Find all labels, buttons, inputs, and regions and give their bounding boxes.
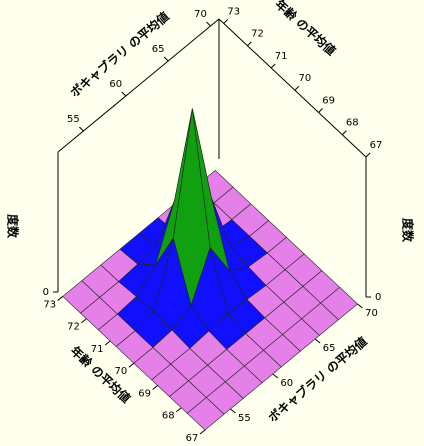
x-tick-label: 72: [67, 322, 80, 333]
axis-title: 年齢 の平均値: [272, 0, 339, 58]
axis-title: 度数: [6, 214, 21, 239]
x-tick-label: 68: [162, 411, 175, 422]
y-tick: [230, 408, 236, 414]
x-tick: [294, 85, 300, 91]
y-tick-label: 70: [365, 308, 378, 319]
y-tick: [314, 338, 321, 344]
surface-cell: [186, 397, 225, 431]
y-tick: [121, 91, 127, 97]
x-tick: [270, 63, 276, 69]
y-tick-label: 55: [67, 114, 80, 125]
x-tick-label: 73: [227, 6, 240, 17]
box-edge: [57, 18, 220, 153]
x-tick: [128, 362, 135, 368]
x-tick: [318, 108, 323, 113]
x-tick: [175, 407, 182, 413]
z-tick-label: 0: [375, 292, 381, 303]
y-tick: [206, 21, 211, 27]
x-tick: [341, 130, 347, 136]
x-tick-label: 69: [138, 388, 151, 399]
x-tick: [152, 385, 158, 390]
y-tick: [357, 303, 363, 309]
x-tick: [81, 318, 87, 324]
y-tick-label: 65: [323, 343, 336, 354]
x-tick-label: 67: [186, 433, 199, 444]
x-tick: [199, 429, 206, 435]
x-tick: [223, 19, 229, 24]
x-tick-label: 71: [275, 51, 288, 62]
y-tick-label: 60: [109, 79, 122, 90]
x-tick-label: 73: [43, 299, 56, 310]
x-tick-label: 67: [370, 140, 383, 151]
x-tick-label: 70: [115, 366, 128, 377]
x-tick: [247, 41, 252, 47]
x-tick: [57, 296, 64, 301]
y-tick: [272, 373, 279, 379]
x-tick: [104, 340, 111, 346]
y-tick-label: 70: [194, 9, 207, 20]
x-tick-label: 69: [322, 95, 335, 106]
z-tick-label: 0: [43, 287, 49, 298]
x-tick-label: 71: [91, 344, 104, 355]
y-tick: [79, 126, 84, 132]
y-tick-label: 55: [238, 413, 251, 424]
x-tick-label: 68: [346, 118, 359, 129]
axis-title: 度数: [401, 218, 416, 243]
y-tick-label: 65: [152, 44, 165, 55]
y-tick-label: 60: [280, 378, 293, 389]
x-tick: [365, 152, 371, 158]
x-tick-label: 70: [299, 73, 312, 84]
y-tick: [163, 56, 169, 62]
x-tick-label: 72: [251, 29, 264, 40]
box-edge: [218, 18, 367, 158]
